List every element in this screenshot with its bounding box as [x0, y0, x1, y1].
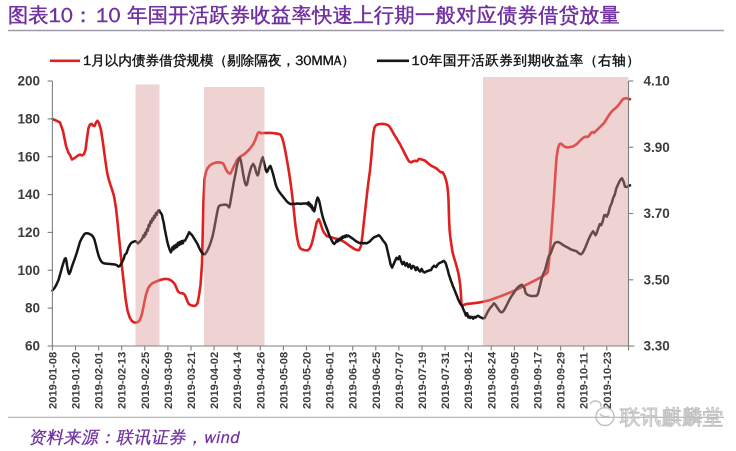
- svg-text:180: 180: [17, 112, 40, 127]
- svg-text:2019-06-25: 2019-06-25: [371, 352, 383, 409]
- svg-text:100: 100: [17, 263, 40, 278]
- svg-text:2019-04-26: 2019-04-26: [255, 352, 267, 409]
- svg-text:120: 120: [17, 225, 40, 240]
- svg-text:140: 140: [17, 187, 40, 202]
- svg-text:2019-08-24: 2019-08-24: [486, 351, 498, 409]
- svg-text:2019-02-01: 2019-02-01: [94, 352, 106, 409]
- svg-text:2019-09-05: 2019-09-05: [509, 352, 521, 409]
- svg-text:3.90: 3.90: [644, 140, 670, 155]
- svg-text:2019-07-07: 2019-07-07: [394, 352, 406, 409]
- svg-text:60: 60: [25, 339, 40, 354]
- svg-text:2019-01-08: 2019-01-08: [47, 352, 59, 409]
- svg-text:2019-03-09: 2019-03-09: [163, 352, 175, 409]
- svg-text:3.50: 3.50: [644, 272, 670, 287]
- svg-text:2019-08-12: 2019-08-12: [463, 352, 475, 409]
- svg-text:2019-09-17: 2019-09-17: [533, 352, 545, 409]
- svg-text:2019-01-20: 2019-01-20: [71, 352, 83, 409]
- svg-text:2019-06-01: 2019-06-01: [325, 352, 337, 409]
- svg-text:3.30: 3.30: [644, 339, 670, 354]
- svg-text:200: 200: [17, 74, 40, 89]
- svg-text:2019-10-23: 2019-10-23: [602, 352, 614, 409]
- svg-text:2019-10-11: 2019-10-11: [579, 352, 591, 409]
- svg-text:3.70: 3.70: [644, 206, 670, 221]
- svg-text:2019-03-21: 2019-03-21: [186, 352, 198, 409]
- svg-text:2019-02-25: 2019-02-25: [140, 352, 152, 409]
- svg-text:2019-04-02: 2019-04-02: [209, 352, 221, 409]
- svg-text:160: 160: [17, 149, 40, 164]
- svg-text:2019-06-13: 2019-06-13: [348, 352, 360, 409]
- svg-text:2019-05-08: 2019-05-08: [278, 352, 290, 409]
- svg-text:2019-04-14: 2019-04-14: [232, 351, 244, 409]
- svg-text:2019-05-20: 2019-05-20: [302, 352, 314, 409]
- svg-text:2019-07-31: 2019-07-31: [440, 352, 452, 409]
- svg-text:2019-02-13: 2019-02-13: [117, 352, 129, 409]
- svg-text:2019-09-29: 2019-09-29: [556, 352, 568, 409]
- svg-text:80: 80: [25, 301, 40, 316]
- svg-text:4.10: 4.10: [644, 74, 670, 89]
- svg-text:2019-07-19: 2019-07-19: [417, 352, 429, 409]
